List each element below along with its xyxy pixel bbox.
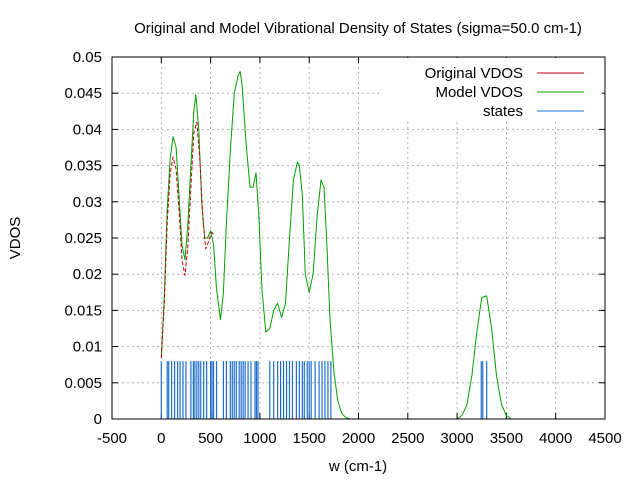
x-tick-label: 2500 xyxy=(391,430,424,447)
y-tick-label: 0.045 xyxy=(64,85,102,102)
x-tick-label: 0 xyxy=(157,430,165,447)
y-tick-label: 0.04 xyxy=(73,121,102,138)
x-tick-label: 3500 xyxy=(490,430,523,447)
legend-label: Original VDOS xyxy=(425,65,523,82)
y-tick-label: 0.03 xyxy=(73,194,102,211)
x-tick-label: 1000 xyxy=(243,430,276,447)
x-tick-label: 2000 xyxy=(342,430,375,447)
states-impulses xyxy=(160,361,488,419)
x-tick-label: 4000 xyxy=(539,430,572,447)
x-axis-label: w (cm-1) xyxy=(328,458,387,475)
x-tick-label: 3000 xyxy=(440,430,473,447)
x-tick-label: 1500 xyxy=(293,430,326,447)
y-tick-label: 0.02 xyxy=(73,266,102,283)
y-axis-label: VDOS xyxy=(7,217,24,260)
legend: Original VDOS Model VDOS states xyxy=(425,65,584,120)
x-tick-label: 4500 xyxy=(588,430,621,447)
legend-label: Model VDOS xyxy=(435,84,523,101)
axis-ticks: -500 0 500 1000 1500 2000 2500 3000 3500 4000 4500… xyxy=(64,49,621,447)
y-tick-label: 0.01 xyxy=(73,339,102,356)
plot-frame xyxy=(111,56,606,420)
x-tick-label: 500 xyxy=(198,430,223,447)
y-tick-label: 0 xyxy=(94,411,102,428)
y-tick-label: 0.005 xyxy=(64,375,102,392)
y-tick-label: 0.015 xyxy=(64,302,102,319)
y-tick-label: 0.025 xyxy=(64,230,102,247)
original-vdos-line xyxy=(160,121,214,358)
legend-label: states xyxy=(483,103,523,120)
y-tick-label: 0.035 xyxy=(64,158,102,175)
x-tick-label: -500 xyxy=(97,430,127,447)
y-tick-label: 0.05 xyxy=(73,49,102,66)
chart-title: Original and Model Vibrational Density o… xyxy=(134,20,582,37)
legend-background xyxy=(382,58,602,120)
